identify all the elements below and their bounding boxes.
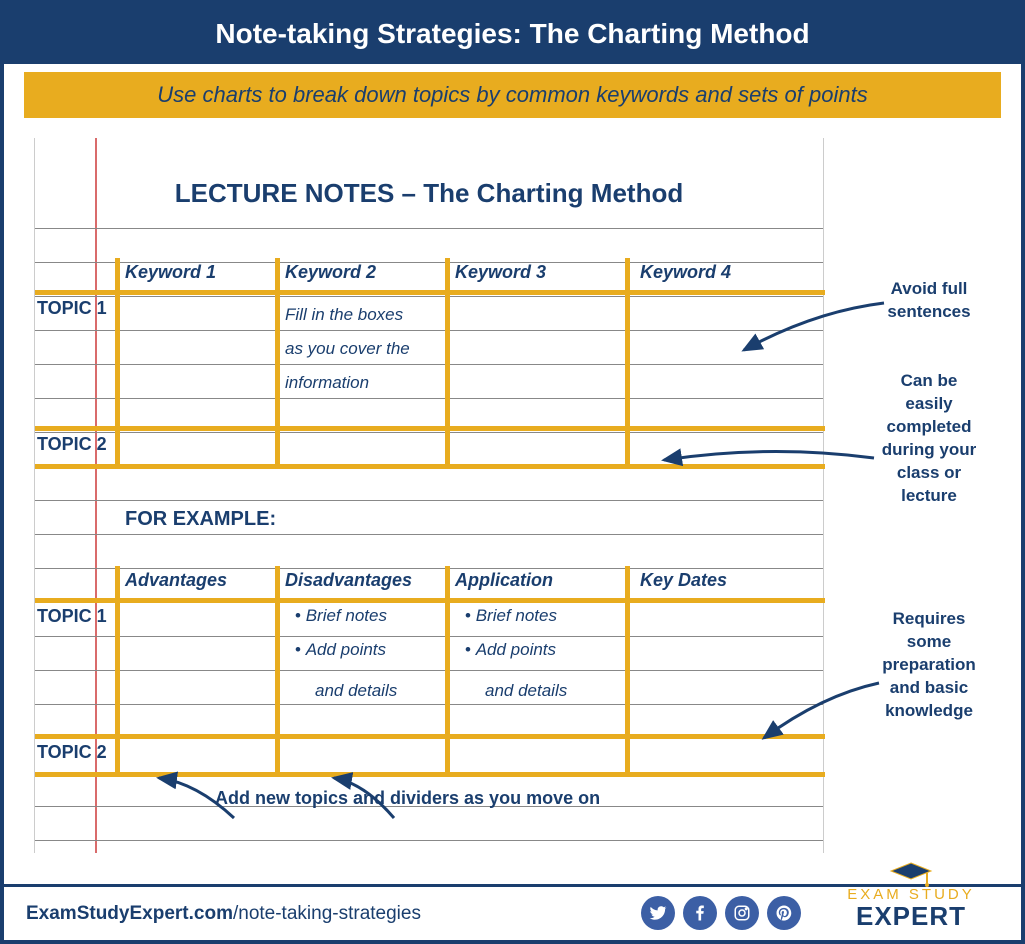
bullet-note: and details <box>315 674 397 708</box>
annotation-requires-prep: Requiressomepreparationand basicknowledg… <box>854 608 1004 723</box>
footer-url-path: /note-taking-strategies <box>233 903 421 924</box>
footer-url-domain: ExamStudyExpert.com <box>26 903 233 924</box>
rule-line <box>35 534 823 535</box>
example-header: Key Dates <box>640 570 727 591</box>
pinterest-icon[interactable] <box>767 896 801 930</box>
bullet-note: Add points <box>465 640 556 660</box>
cell-fill-text: information <box>285 366 369 400</box>
rule-line <box>35 432 823 433</box>
keyword-header: Keyword 3 <box>455 262 546 283</box>
chart-divider-vertical <box>445 566 450 772</box>
facebook-icon[interactable] <box>683 896 717 930</box>
chart-divider-vertical <box>625 566 630 772</box>
rule-line <box>35 228 823 229</box>
rule-line <box>35 364 823 365</box>
infographic-container: Note-taking Strategies: The Charting Met… <box>0 0 1025 944</box>
twitter-icon[interactable] <box>641 896 675 930</box>
bullet-note: Brief notes <box>295 606 387 626</box>
logo-text: EXAM STUDY EXPERT <box>821 887 1001 930</box>
rule-line <box>35 330 823 331</box>
for-example-label: FOR EXAMPLE: <box>125 508 276 531</box>
annotation-easily-completed: Can beeasilycompletedduring yourclass or… <box>854 370 1004 508</box>
page-title: Note-taking Strategies: The Charting Met… <box>215 18 809 49</box>
page-subtitle: Use charts to break down topics by commo… <box>157 82 867 107</box>
chart-divider-vertical <box>275 258 280 464</box>
chart-divider-vertical <box>115 258 120 464</box>
example-header: Application <box>455 570 553 591</box>
chart-divider-vertical <box>275 566 280 772</box>
topic-label: TOPIC 2 <box>37 434 107 455</box>
chart-divider-horizontal <box>35 464 825 469</box>
topic-label: TOPIC 2 <box>37 742 107 763</box>
rule-line <box>35 568 823 569</box>
chart-divider-horizontal <box>35 734 825 739</box>
rule-line <box>35 840 823 841</box>
topic-label: TOPIC 1 <box>37 606 107 627</box>
title-bar: Note-taking Strategies: The Charting Met… <box>4 4 1021 64</box>
cell-fill-text: Fill in the boxes <box>285 298 403 332</box>
chart-divider-horizontal <box>35 598 825 603</box>
rule-line <box>35 398 823 399</box>
notebook-paper: LECTURE NOTES – The Charting Method Keyw… <box>34 138 824 853</box>
main-area: LECTURE NOTES – The Charting Method Keyw… <box>24 138 1001 868</box>
bottom-instruction: Add new topics and dividers as you move … <box>215 788 600 809</box>
annotation-avoid-sentences: Avoid fullsentences <box>854 278 1004 324</box>
brand-logo: EXAM STUDY EXPERT <box>821 861 1001 930</box>
topic-label: TOPIC 1 <box>37 298 107 319</box>
example-header: Advantages <box>125 570 227 591</box>
example-header: Disadvantages <box>285 570 412 591</box>
rule-line <box>35 636 823 637</box>
instagram-icon[interactable] <box>725 896 759 930</box>
rule-line <box>35 704 823 705</box>
footer-url: ExamStudyExpert.com/note-taking-strategi… <box>26 903 421 925</box>
notes-title: LECTURE NOTES – The Charting Method <box>35 178 823 209</box>
cell-fill-text: as you cover the <box>285 332 410 366</box>
logo-line2: EXPERT <box>821 903 1001 930</box>
bullet-note: Brief notes <box>465 606 557 626</box>
chart-divider-horizontal <box>35 290 825 295</box>
chart-divider-vertical <box>625 258 630 464</box>
graduation-cap-icon <box>889 861 933 885</box>
keyword-header: Keyword 2 <box>285 262 376 283</box>
keyword-header: Keyword 4 <box>640 262 731 283</box>
subtitle-bar: Use charts to break down topics by commo… <box>24 72 1001 118</box>
bullet-note: Add points <box>295 640 386 660</box>
chart-divider-horizontal <box>35 426 825 431</box>
rule-line <box>35 296 823 297</box>
bullet-note: and details <box>485 674 567 708</box>
chart-divider-vertical <box>445 258 450 464</box>
rule-line <box>35 500 823 501</box>
rule-line <box>35 670 823 671</box>
chart-divider-vertical <box>115 566 120 772</box>
social-icons-row <box>641 896 801 930</box>
keyword-header: Keyword 1 <box>125 262 216 283</box>
chart-divider-horizontal <box>35 772 825 777</box>
